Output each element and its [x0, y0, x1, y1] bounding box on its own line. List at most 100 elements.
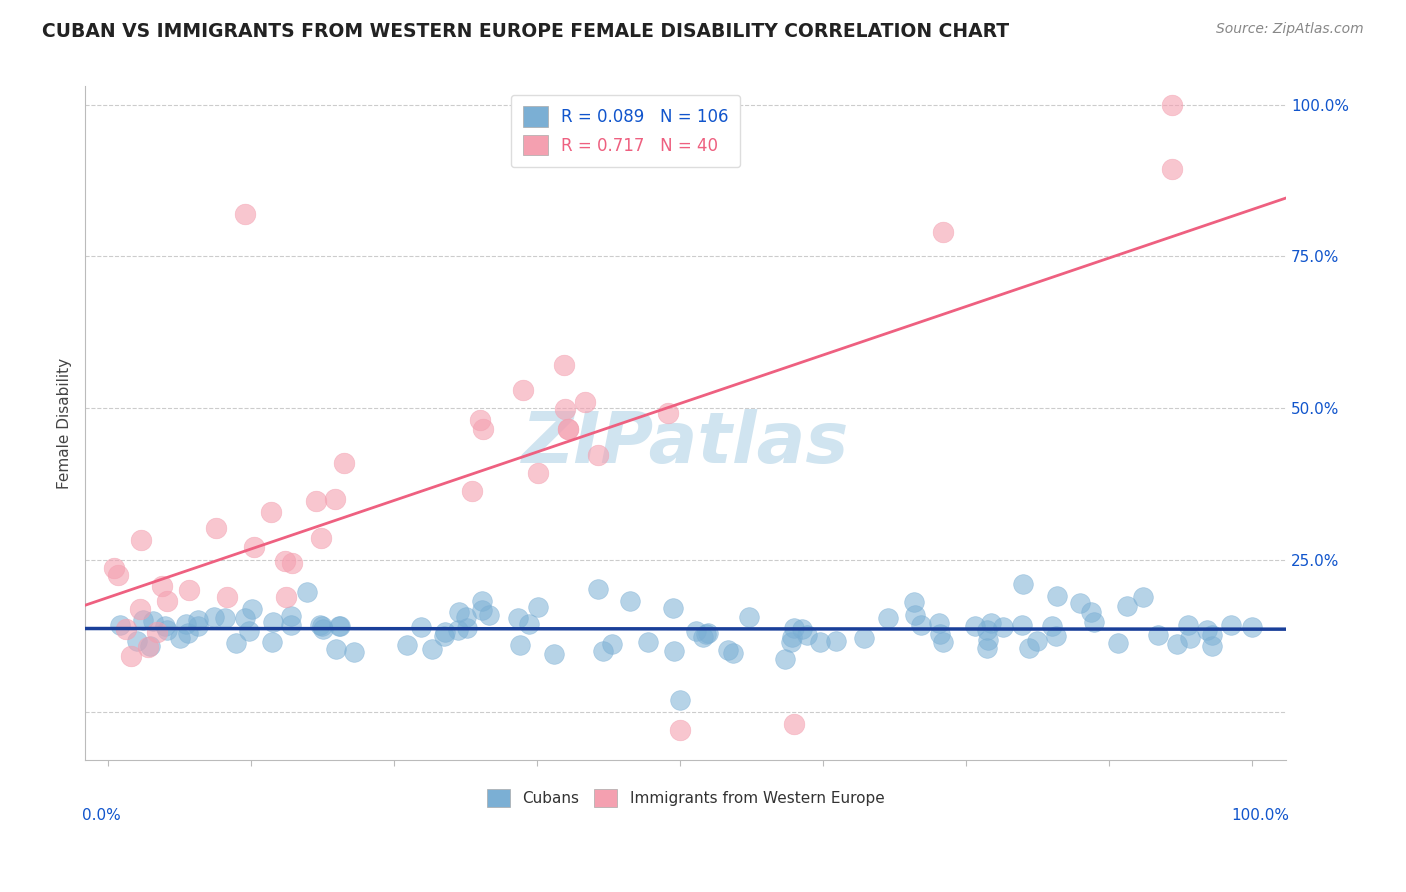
Point — [138, 639, 160, 653]
Point — [260, 505, 283, 519]
Point — [910, 617, 932, 632]
Point — [477, 608, 499, 623]
Text: Source: ZipAtlas.com: Source: ZipAtlas.com — [1216, 22, 1364, 37]
Point — [260, 635, 283, 649]
Point — [329, 619, 352, 633]
Point — [1011, 618, 1033, 632]
Point — [1069, 595, 1091, 609]
Point — [187, 619, 209, 633]
Legend: Cubans, Immigrants from Western Europe: Cubans, Immigrants from Western Europe — [481, 782, 890, 814]
Point — [773, 652, 796, 666]
Point — [305, 494, 328, 508]
Point — [1115, 599, 1137, 614]
Point — [904, 608, 927, 623]
Point — [433, 629, 456, 643]
Point — [235, 207, 257, 221]
Point — [274, 553, 297, 567]
Point — [808, 635, 831, 649]
Point — [852, 632, 875, 646]
Point — [692, 631, 714, 645]
Point — [553, 358, 575, 372]
Y-axis label: Female Disability: Female Disability — [58, 358, 72, 489]
Point — [308, 618, 330, 632]
Text: 100.0%: 100.0% — [1232, 807, 1289, 822]
Point — [187, 613, 209, 627]
Point — [433, 625, 456, 640]
Point — [697, 626, 720, 640]
Point — [931, 635, 953, 649]
Point — [328, 619, 350, 633]
Point — [1195, 624, 1218, 638]
Point — [780, 631, 803, 645]
Point — [557, 422, 579, 436]
Point — [150, 579, 173, 593]
Point — [877, 611, 900, 625]
Point — [928, 615, 950, 630]
Point — [1012, 577, 1035, 591]
Point — [543, 647, 565, 661]
Point — [129, 533, 152, 547]
Point — [447, 606, 470, 620]
Point — [420, 641, 443, 656]
Point — [343, 645, 366, 659]
Point — [156, 593, 179, 607]
Point — [243, 541, 266, 555]
Point — [976, 623, 998, 637]
Point — [1026, 633, 1049, 648]
Point — [461, 483, 484, 498]
Point — [142, 614, 165, 628]
Point — [129, 601, 152, 615]
Point — [225, 636, 247, 650]
Text: CUBAN VS IMMIGRANTS FROM WESTERN EUROPE FEMALE DISABILITY CORRELATION CHART: CUBAN VS IMMIGRANTS FROM WESTERN EUROPE … — [42, 22, 1010, 41]
Point — [526, 467, 548, 481]
Point — [903, 594, 925, 608]
Point — [1146, 628, 1168, 642]
Point — [783, 717, 806, 731]
Point — [274, 591, 297, 605]
Point — [323, 492, 346, 507]
Point — [202, 610, 225, 624]
Point — [1178, 631, 1201, 645]
Point — [238, 624, 260, 638]
Point — [1160, 97, 1182, 112]
Point — [980, 615, 1002, 630]
Point — [174, 616, 197, 631]
Point — [796, 628, 818, 642]
Point — [295, 585, 318, 599]
Point — [574, 395, 596, 409]
Point — [281, 556, 304, 570]
Point — [977, 633, 1000, 648]
Point — [685, 624, 707, 638]
Point — [472, 422, 495, 436]
Point — [669, 723, 692, 737]
Point — [395, 638, 418, 652]
Point — [179, 582, 201, 597]
Point — [311, 619, 333, 633]
Point — [592, 644, 614, 658]
Point — [204, 521, 226, 535]
Point — [669, 692, 692, 706]
Point — [312, 622, 335, 636]
Point — [1177, 618, 1199, 632]
Point — [976, 640, 998, 655]
Point — [824, 634, 846, 648]
Point — [280, 609, 302, 624]
Point — [517, 616, 540, 631]
Point — [991, 620, 1014, 634]
Point — [280, 618, 302, 632]
Point — [662, 600, 685, 615]
Point — [108, 618, 131, 632]
Point — [790, 622, 813, 636]
Point — [107, 568, 129, 582]
Point — [456, 621, 478, 635]
Point — [447, 623, 470, 637]
Point — [1240, 620, 1263, 634]
Point — [779, 634, 801, 648]
Point — [132, 613, 155, 627]
Point — [657, 406, 679, 420]
Point — [695, 627, 717, 641]
Point — [146, 624, 169, 639]
Point — [470, 413, 492, 427]
Point — [1018, 640, 1040, 655]
Point — [103, 561, 125, 575]
